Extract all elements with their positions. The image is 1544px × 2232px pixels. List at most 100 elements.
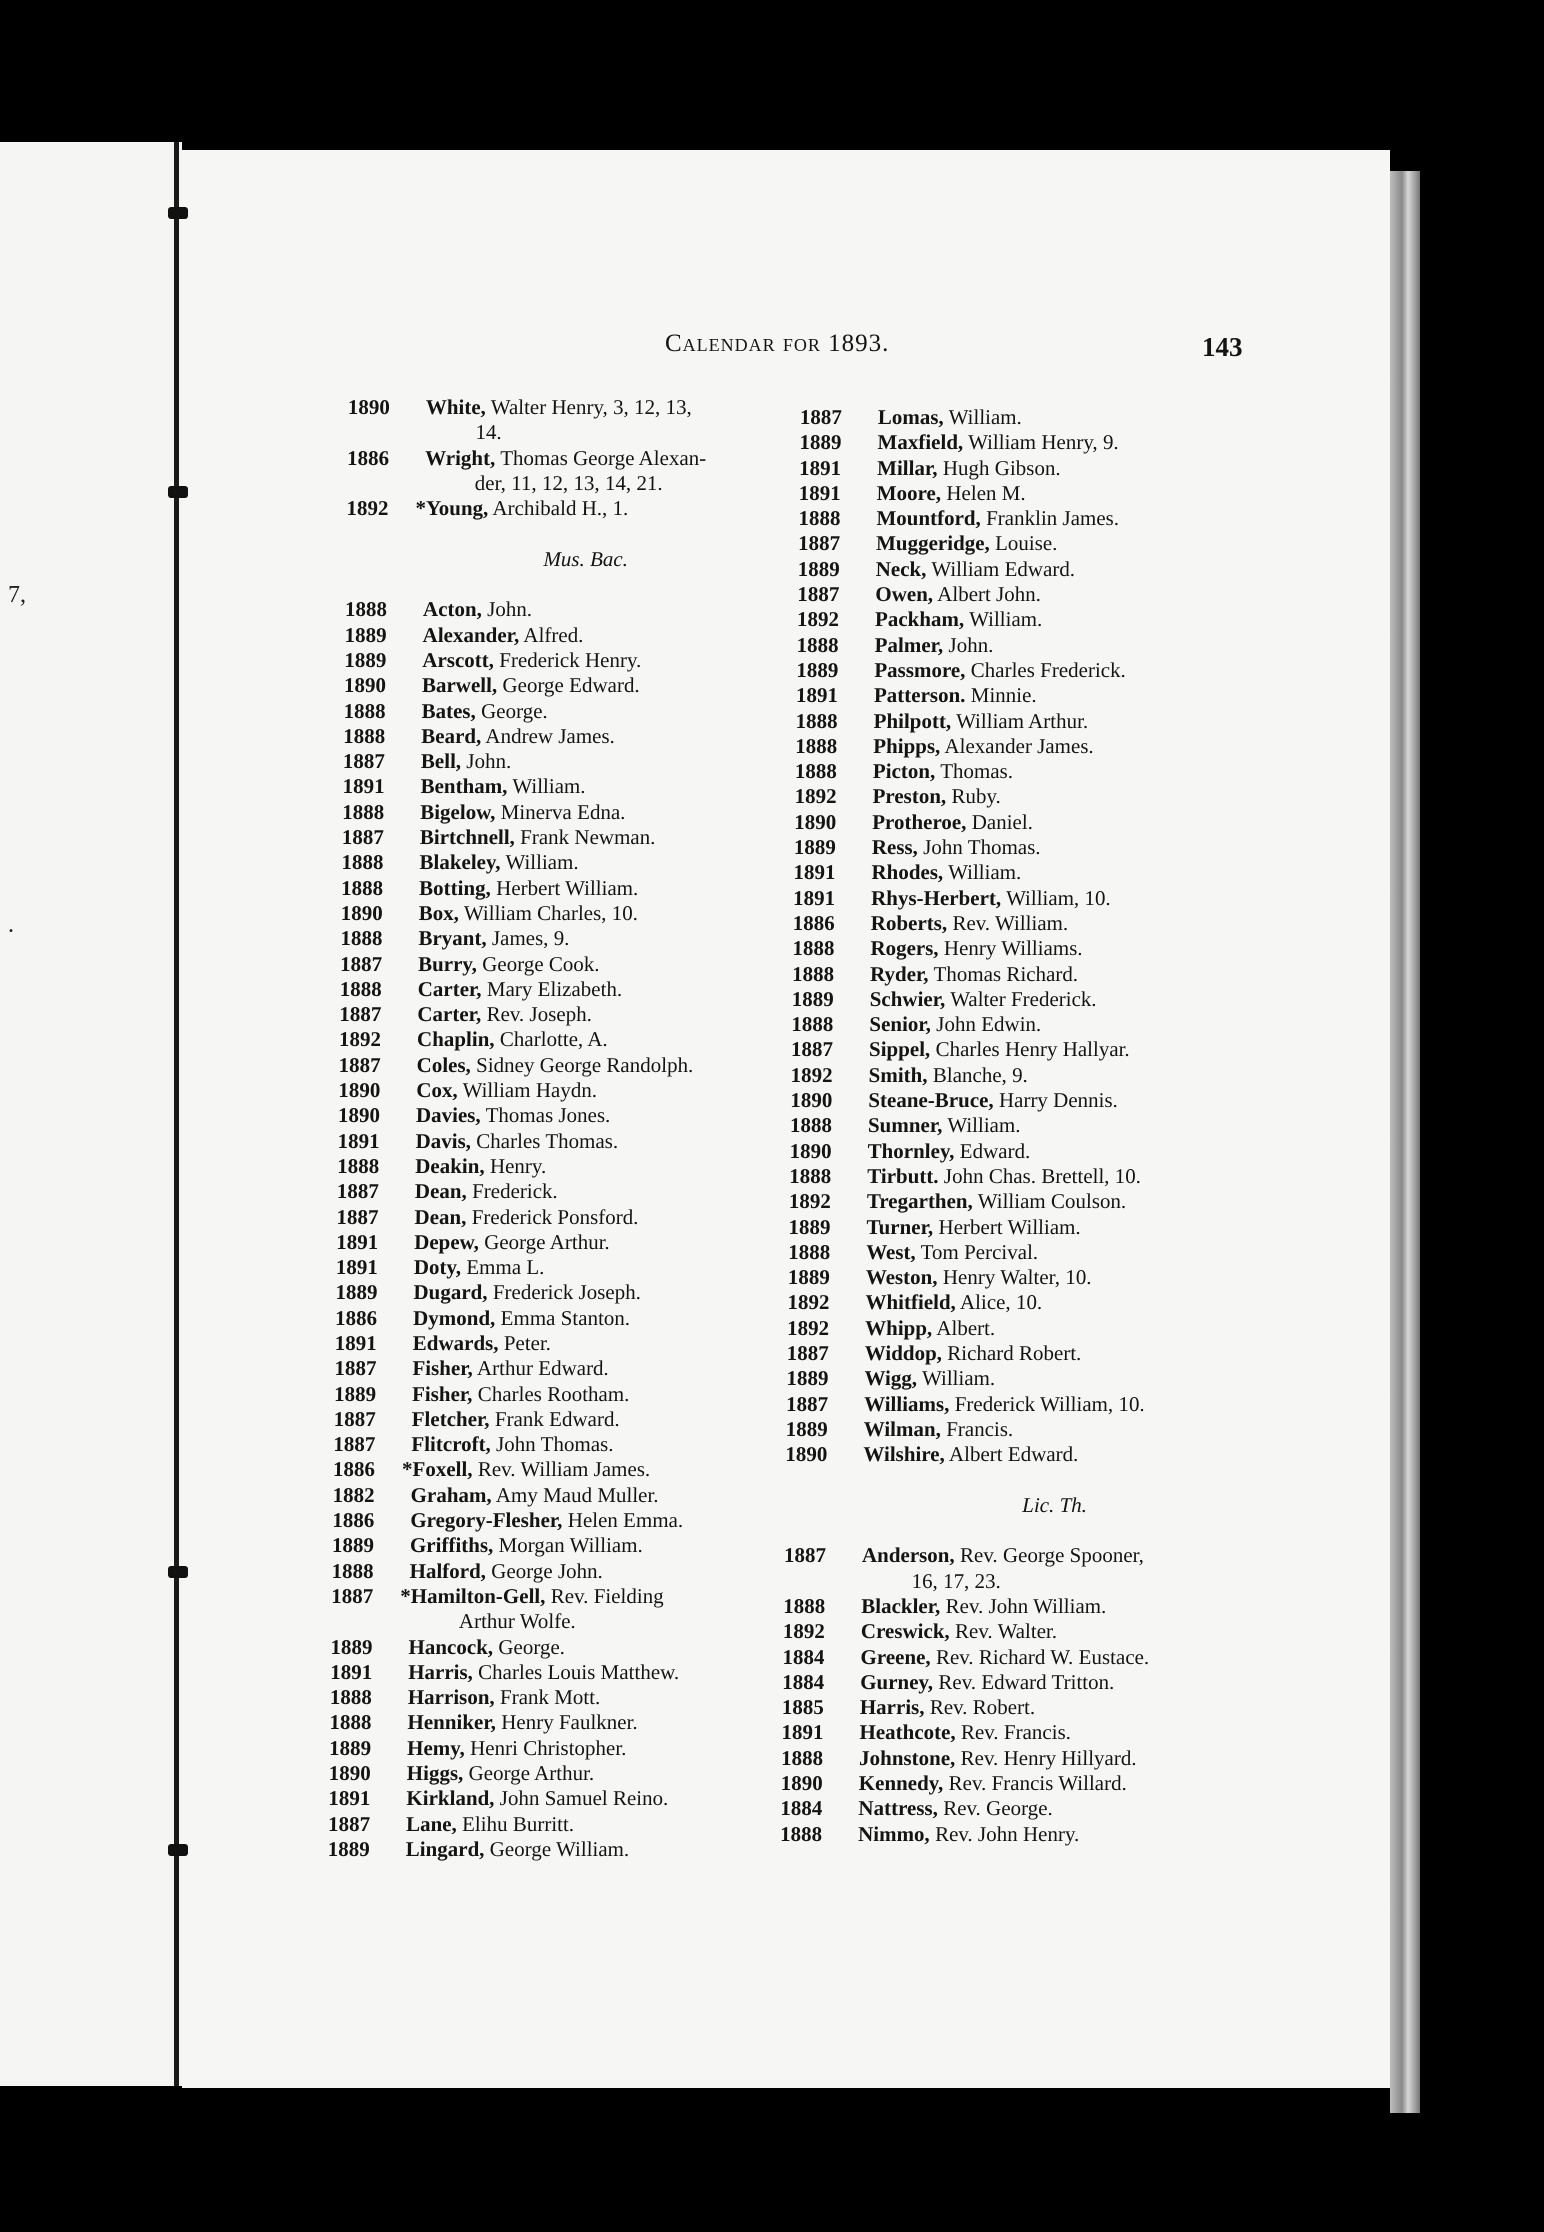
list-item: 1891 Moore, Helen M.	[799, 481, 1239, 506]
entry-name: Barwell, George Edward.	[422, 673, 640, 698]
list-item: 1889 Wilman, Francis.	[786, 1417, 1226, 1442]
entry-name: Beard, Andrew James.	[421, 724, 615, 749]
list-item: 1891 Harris, Charles Louis Matthew.	[330, 1660, 770, 1685]
entry-year: 1888	[795, 708, 838, 733]
entry-surname: Williams,	[863, 1391, 950, 1416]
entry-surname: Sumner,	[867, 1113, 943, 1138]
entry-name: Tirbutt. John Chas. Brettell, 10.	[867, 1164, 1141, 1189]
entry-surname: Tirbutt.	[867, 1163, 939, 1188]
right-column: 1887 Lomas, William. 1889 Maxfield, William…	[780, 405, 1240, 1847]
entry-surname: Greene,	[860, 1644, 931, 1669]
entry-name: Bell, John.	[421, 749, 512, 774]
list-item: 1888 Johnstone, Rev. Henry Hillyard.	[781, 1746, 1221, 1771]
entry-given-names: Rev. George.	[937, 1796, 1053, 1821]
entry-year: 1891	[337, 1128, 380, 1153]
list-item: 1889 Schwier, Walter Frederick.	[792, 987, 1232, 1012]
entry-given-names: George William.	[484, 1836, 630, 1861]
entry-name: Preston, Ruby.	[872, 784, 1001, 809]
entry-year: 1887	[336, 1179, 380, 1204]
list-item: 1892 Chaplin, Charlotte, A.	[339, 1027, 779, 1052]
list-item: 1887 Dean, Frederick.	[337, 1179, 777, 1204]
entry-surname: Henniker,	[407, 1710, 497, 1735]
list-item: 1888 Tirbutt. John Chas. Brettell, 10.	[789, 1164, 1229, 1189]
entry-year: 1889	[344, 647, 387, 672]
entry-given-names: Rev. George Spooner,	[954, 1543, 1145, 1568]
list-item: 1888 Phipps, Alexander James.	[795, 734, 1235, 759]
entry-given-names: Albert John.	[932, 582, 1042, 607]
entry-name: Packham, William.	[875, 607, 1043, 632]
list-item: 1892 *Young, Archibald H., 1.	[346, 496, 786, 521]
entry-given-names: Helen M.	[940, 480, 1026, 505]
entry-year: 1892	[782, 1619, 826, 1644]
page-edge-shadow	[1390, 171, 1420, 2113]
entry-name: Box, William Charles, 10.	[419, 901, 639, 926]
entry-given-names: William, 10.	[1001, 885, 1111, 910]
entry-name: Whitfield, Alice, 10.	[865, 1290, 1042, 1315]
entry-name: Phipps, Alexander James.	[873, 734, 1094, 759]
entry-continuation: 14.	[475, 420, 502, 445]
list-item: 1887 Fletcher, Frank Edward.	[334, 1407, 774, 1432]
entry-surname: Ryder,	[869, 961, 929, 986]
entry-name: Millar, Hugh Gibson.	[877, 456, 1061, 481]
list-item: 1890 Barwell, George Edward.	[344, 673, 784, 698]
entry-year: 1891	[330, 1659, 373, 1684]
list-item: 1889 Ress, John Thomas.	[794, 835, 1234, 860]
list-item: 1888 Nimmo, Rev. John Henry.	[780, 1822, 1220, 1847]
entry-name: Henniker, Henry Faulkner.	[407, 1710, 638, 1735]
section-heading: Mus. Bac.	[543, 546, 629, 571]
entry-year: 1888	[337, 1153, 380, 1178]
entry-year: 1890	[794, 809, 837, 834]
entry-given-names: William Charles, 10.	[458, 900, 639, 925]
entry-name: Doty, Emma L.	[414, 1255, 545, 1280]
list-item: 1891 Bentham, William.	[342, 774, 782, 799]
entry-given-names: Rev. Robert.	[924, 1695, 1036, 1720]
entry-surname: Harris,	[859, 1695, 925, 1720]
list-item-continuation: 14.	[347, 420, 787, 445]
list-item: 1887 Dean, Frederick Ponsford.	[336, 1205, 776, 1230]
list-item: 1890 White, Walter Henry, 3, 12, 13,	[348, 395, 788, 420]
entry-surname: Wilshire,	[863, 1442, 946, 1467]
entry-given-names: Thomas George Alexan-	[495, 445, 707, 470]
entry-given-names: Henri Christopher.	[464, 1735, 627, 1760]
entry-year: 1888	[789, 1163, 832, 1188]
entry-given-names: Walter Henry, 3, 12, 13,	[485, 395, 693, 419]
entry-year: 1888	[340, 875, 384, 900]
list-item-continuation: 16, 17, 23.	[783, 1569, 1223, 1594]
list-item: 1887 Muggeridge, Louise.	[798, 531, 1238, 556]
entry-year: 1887	[338, 1052, 381, 1077]
entry-given-names: Albert.	[932, 1315, 996, 1340]
entry-surname: Whitfield,	[865, 1290, 957, 1315]
entry-given-names: William Edward.	[926, 556, 1076, 581]
entry-surname: Gregory-Flesher,	[410, 1508, 563, 1533]
list-item: 1891 Patterson. Minnie.	[796, 683, 1236, 708]
entry-surname: Thornley,	[867, 1138, 955, 1163]
entry-name: Dean, Frederick.	[415, 1179, 558, 1204]
entry-year: 1890	[343, 673, 387, 698]
entry-name: *Young, Archibald H., 1.	[415, 496, 628, 521]
entry-name: Wilman, Francis.	[864, 1417, 1014, 1442]
list-item: 1888 Bigelow, Minerva Edna.	[342, 800, 782, 825]
entry-year: 1891	[328, 1786, 371, 1811]
list-item: 1891 Edwards, Peter.	[335, 1331, 775, 1356]
entry-continuation: Arthur Wolfe.	[458, 1609, 576, 1634]
entry-name: Alexander, Alfred.	[422, 623, 583, 648]
entry-surname: Preston,	[872, 784, 947, 809]
list-item: 1882 Graham, Amy Maud Muller.	[332, 1483, 772, 1508]
entry-surname: Wilman,	[863, 1416, 942, 1441]
entry-year: 1891	[781, 1720, 824, 1745]
entry-given-names: George Cook.	[476, 951, 600, 976]
entry-name: Hemy, Henri Christopher.	[407, 1736, 627, 1761]
entry-name: Halford, George John.	[409, 1559, 603, 1584]
entry-surname: Heathcote,	[859, 1720, 956, 1745]
list-item: 1888 Harrison, Frank Mott.	[330, 1685, 770, 1710]
list-item: 1888 Bates, George.	[343, 699, 783, 724]
entry-name: *Hamilton-Gell, Rev. Fielding	[400, 1584, 664, 1609]
entry-given-names: Minerva Edna.	[495, 799, 626, 824]
entry-name: Steane-Bruce, Harry Dennis.	[868, 1088, 1118, 1113]
entry-year: 1891	[336, 1229, 379, 1254]
entry-surname: Senior,	[869, 1012, 932, 1037]
entry-surname: Protheroe,	[872, 809, 967, 834]
entry-name: Harrison, Frank Mott.	[408, 1685, 601, 1710]
entry-year: 1888	[779, 1821, 823, 1846]
entry-given-names: Walter Frederick.	[945, 986, 1097, 1011]
